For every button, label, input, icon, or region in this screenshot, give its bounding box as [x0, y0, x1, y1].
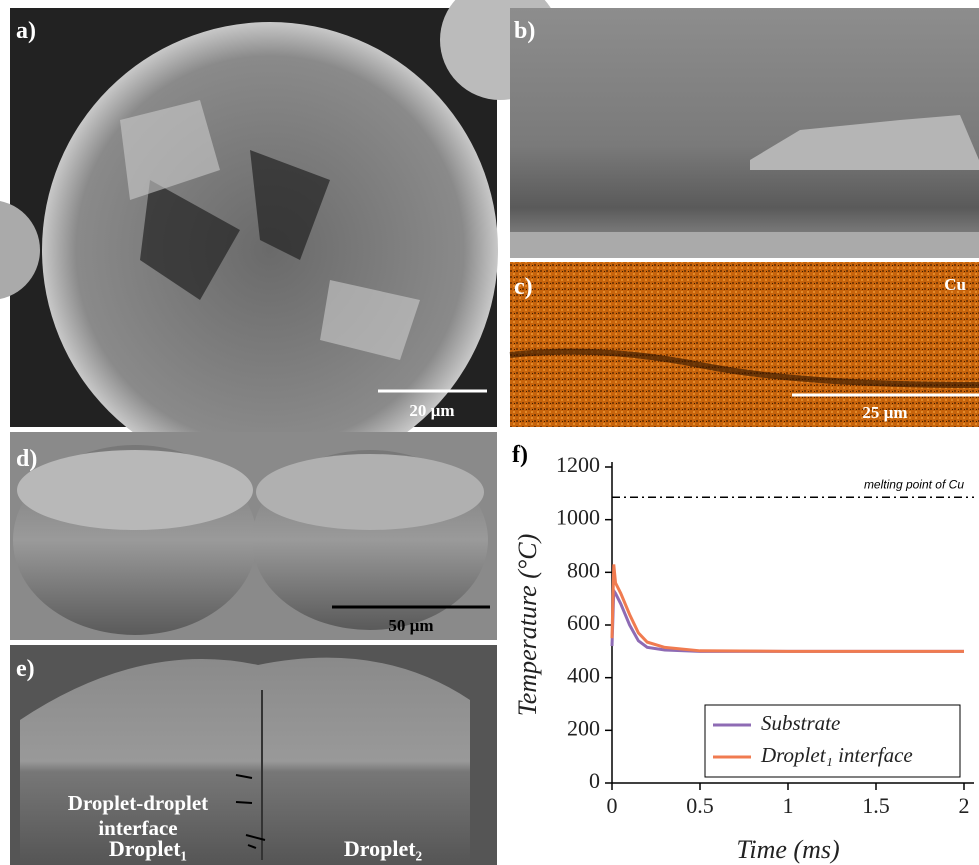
panel-label: f): [512, 442, 528, 468]
panel-label: d): [16, 446, 37, 472]
legend-label: Substrate: [761, 711, 840, 735]
series-line: [612, 591, 964, 652]
y-tick-label: 400: [567, 663, 600, 688]
panel-label: a): [16, 18, 36, 44]
droplet-label: Droplet₁: [109, 836, 187, 861]
y-tick-label: 800: [567, 557, 600, 582]
panel-b: b): [510, 8, 979, 258]
x-tick-label: 0.5: [686, 793, 714, 818]
panel-label: b): [514, 18, 535, 44]
y-tick-label: 1200: [556, 452, 600, 477]
panel-a: a) 20 µm: [0, 0, 560, 478]
x-tick-label: 2: [959, 793, 970, 818]
y-tick-label: 0: [589, 768, 600, 793]
figure: a) 20 µm b) c) Cu 25 µm d) 50 µm e) Drop…: [0, 0, 979, 865]
x-tick-label: 0: [607, 793, 618, 818]
panel-c: c) Cu 25 µm: [510, 262, 979, 427]
scale-label: 20 µm: [409, 401, 454, 420]
eds-map: [510, 262, 979, 427]
scale-label: 50 µm: [388, 616, 433, 635]
droplet-top: [256, 454, 484, 530]
legend-label: Droplet₁ interface: [760, 743, 913, 767]
panel-e: e) Droplet-droplet interface Droplet₁ Dr…: [10, 645, 497, 865]
droplet-label: Droplet₂: [344, 836, 423, 861]
droplets: [20, 658, 470, 865]
x-tick-label: 1.5: [862, 793, 890, 818]
y-axis-label: Temperature (°C): [513, 534, 542, 717]
y-tick-label: 200: [567, 715, 600, 740]
page: {"panels": {"a": {"label": "a)", "scale"…: [0, 0, 979, 865]
panel-d: d) 50 µm: [10, 432, 497, 640]
series-line: [612, 564, 964, 651]
element-label: Cu: [944, 275, 966, 294]
y-tick-label: 1000: [556, 505, 600, 530]
reference-label: melting point of Cu: [864, 477, 964, 491]
x-axis-label: Time (ms): [736, 835, 839, 864]
panel-label: e): [16, 656, 35, 682]
droplet-top: [17, 450, 253, 530]
scale-label: 25 µm: [862, 403, 907, 422]
substrate: [510, 232, 979, 258]
y-tick-label: 600: [567, 610, 600, 635]
panel-label: c): [514, 274, 533, 300]
annotation: Droplet-droplet: [68, 791, 208, 815]
x-tick-label: 1: [783, 793, 794, 818]
